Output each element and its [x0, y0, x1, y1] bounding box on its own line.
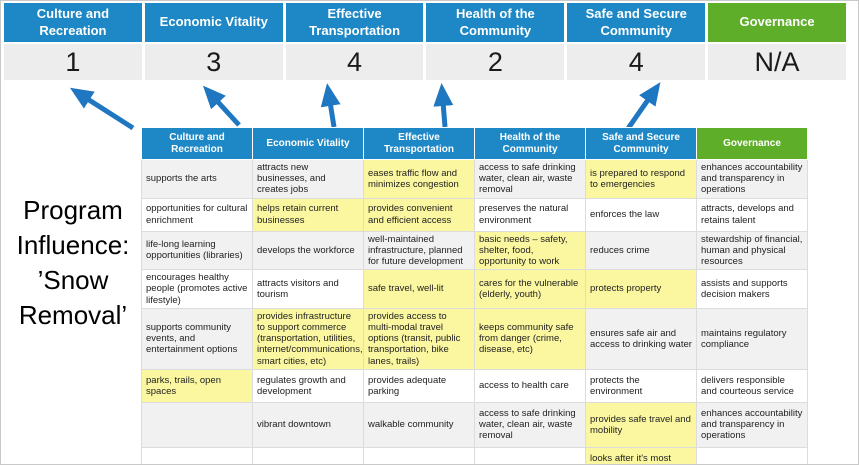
matrix-cell: access to safe drinking water, clean air… — [474, 159, 586, 199]
matrix-cell: parks, trails, open spaces — [141, 368, 253, 403]
matrix-row: supports the arts attracts new businesses… — [141, 159, 808, 199]
matrix-cell: looks after it's most vulnerable — [585, 446, 697, 464]
priority-header-label: Culture and Recreation — [4, 3, 142, 42]
matrix-cell: well-maintained infrastructure, planned … — [363, 230, 475, 271]
priority-health-of-the-community: Health of the Community 2 — [426, 3, 565, 80]
influence-arrow — [433, 83, 454, 128]
influence-arrow — [624, 82, 661, 132]
program-label-line: Removal’ — [18, 300, 128, 330]
matrix-row: vibrant downtown walkable community access… — [141, 401, 808, 448]
matrix-cell — [696, 446, 808, 464]
program-label-line: Influence: — [16, 230, 130, 260]
matrix-cell: helps retain current businesses — [252, 197, 364, 232]
priority-header-label: Health of the Community — [426, 3, 565, 42]
matrix-cell: ensures safe air and access to drinking … — [585, 307, 697, 370]
matrix-cell: provides safe travel and mobility — [585, 401, 697, 448]
matrix-cell: eases traffic flow and minimizes congest… — [363, 159, 475, 199]
matrix-row: supports community events, and entertain… — [141, 307, 808, 370]
matrix-row: opportunities for cultural enrichment hel… — [141, 197, 808, 232]
priority-score-value: 2 — [426, 44, 565, 80]
matrix-cell: safe travel, well-lit — [363, 269, 475, 309]
priority-effective-transportation: Effective Transportation 4 — [285, 3, 424, 80]
matrix-cell: attracts visitors and tourism — [252, 269, 364, 309]
matrix-cell: protects property — [585, 269, 697, 309]
program-influence-label: Program Influence: ’Snow Removal’ — [3, 193, 143, 333]
priority-header-label: Economic Vitality — [144, 3, 283, 42]
matrix-row: life-long learning opportunities (librar… — [141, 230, 808, 271]
matrix-cell: keeps community safe from danger (crime,… — [474, 307, 586, 370]
matrix-column-header-culture-and-recreation: Culture and Recreation — [141, 127, 253, 160]
matrix-cell: preserves the natural environment — [474, 197, 586, 232]
matrix-cell: life-long learning opportunities (librar… — [141, 230, 253, 271]
influence-arrow — [202, 85, 241, 127]
program-label-line: ’Snow — [37, 265, 109, 295]
matrix-cell — [474, 446, 586, 464]
matrix-cell: is prepared to respond to emergencies — [585, 159, 697, 199]
matrix-cell: stewardship of financial, human and phys… — [696, 230, 808, 271]
priority-score-value: 4 — [285, 44, 424, 80]
priority-culture-and-recreation: Culture and Recreation 1 — [4, 3, 142, 80]
influence-matrix: Culture and Recreation Economic Vitality E… — [141, 127, 808, 464]
matrix-cell: access to health care — [474, 368, 586, 403]
matrix-row: looks after it's most vulnerable — [141, 446, 808, 464]
matrix-column-header-health-of-the-community: Health of the Community — [474, 127, 586, 160]
matrix-column-header-economic-vitality: Economic Vitality — [252, 127, 364, 160]
matrix-cell: reduces crime — [585, 230, 697, 271]
priority-header-label: Governance — [708, 3, 846, 42]
priority-score-banner: Culture and Recreation 1 Economic Vitality… — [4, 3, 846, 80]
priority-safe-and-secure-community: Safe and Secure Community 4 — [567, 3, 706, 80]
matrix-header-row: Culture and Recreation Economic Vitality E… — [141, 127, 808, 160]
matrix-cell: supports the arts — [141, 159, 253, 199]
matrix-cell: supports community events, and entertain… — [141, 307, 253, 370]
influence-matrix-table: Culture and Recreation Economic Vitality E… — [141, 127, 808, 464]
priority-governance: Governance N/A — [708, 3, 846, 80]
matrix-cell: provides access to multi-modal travel op… — [363, 307, 475, 370]
matrix-cell: basic needs – safety, shelter, food, opp… — [474, 230, 586, 271]
matrix-cell: access to safe drinking water, clean air… — [474, 401, 586, 448]
matrix-cell: opportunities for cultural enrichment — [141, 197, 253, 232]
matrix-cell: provides adequate parking — [363, 368, 475, 403]
matrix-cell: provides infrastructure to support comme… — [252, 307, 364, 370]
program-label-line: Program — [23, 195, 123, 225]
matrix-cell: enhances accountability and transparency… — [696, 401, 808, 448]
matrix-cell: assists and supports decision makers — [696, 269, 808, 309]
matrix-cell: encourages healthy people (promotes acti… — [141, 269, 253, 309]
matrix-cell — [252, 446, 364, 464]
matrix-cell: enhances accountability and transparency… — [696, 159, 808, 199]
priority-score-value: 3 — [144, 44, 283, 80]
matrix-cell — [363, 446, 475, 464]
matrix-cell: attracts, develops and retains talent — [696, 197, 808, 232]
priority-economic-vitality: Economic Vitality 3 — [144, 3, 283, 80]
matrix-cell: vibrant downtown — [252, 401, 364, 448]
matrix-cell — [141, 446, 253, 464]
matrix-cell: attracts new businesses, and creates job… — [252, 159, 364, 199]
matrix-column-header-governance: Governance — [696, 127, 808, 160]
matrix-cell: maintains regulatory compliance — [696, 307, 808, 370]
matrix-column-header-effective-transportation: Effective Transportation — [363, 127, 475, 160]
matrix-cell: regulates growth and development — [252, 368, 364, 403]
matrix-row: encourages healthy people (promotes acti… — [141, 269, 808, 309]
influence-arrow — [69, 87, 135, 131]
influence-arrow — [320, 83, 341, 128]
matrix-row: parks, trails, open spaces regulates grow… — [141, 368, 808, 403]
matrix-cell: delivers responsible and courteous servi… — [696, 368, 808, 403]
matrix-cell: protects the environment — [585, 368, 697, 403]
matrix-cell: provides convenient and efficient access — [363, 197, 475, 232]
matrix-cell: enforces the law — [585, 197, 697, 232]
priority-score-value: N/A — [708, 44, 846, 80]
matrix-column-header-safe-and-secure-community: Safe and Secure Community — [585, 127, 697, 160]
priority-header-label: Effective Transportation — [285, 3, 424, 42]
matrix-cell: walkable community — [363, 401, 475, 448]
matrix-cell — [141, 401, 253, 448]
matrix-cell: develops the workforce — [252, 230, 364, 271]
priority-header-label: Safe and Secure Community — [567, 3, 706, 42]
priority-score-value: 1 — [4, 44, 142, 80]
matrix-cell: cares for the vulnerable (elderly, youth… — [474, 269, 586, 309]
priority-score-value: 4 — [567, 44, 706, 80]
